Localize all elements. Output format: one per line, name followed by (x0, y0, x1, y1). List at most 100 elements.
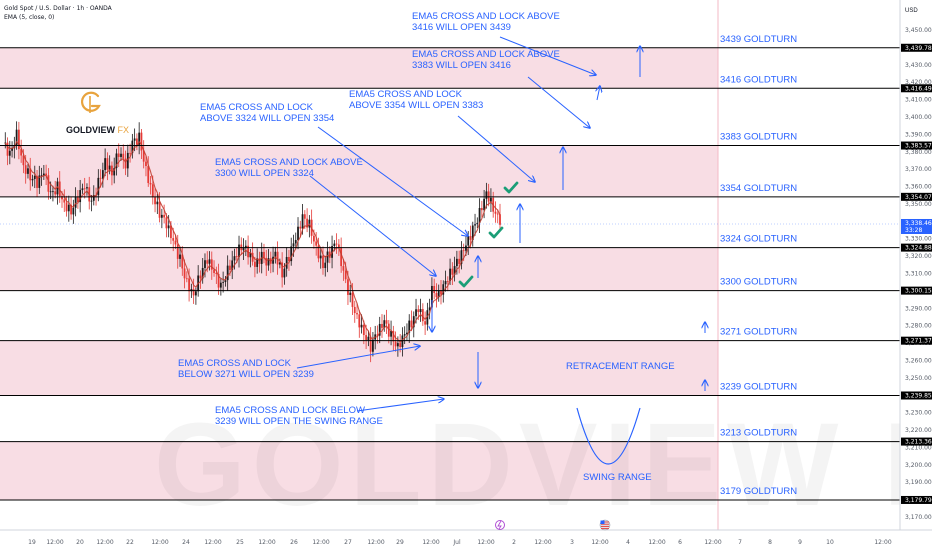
x-tick-label: 12:00 (534, 539, 551, 546)
candle-body (406, 332, 408, 335)
candle-body (471, 225, 474, 240)
candle-body (233, 256, 236, 261)
candle-body (154, 197, 156, 205)
level-price-tag (901, 286, 932, 295)
candle-body (285, 256, 288, 269)
candle-body (199, 275, 202, 279)
candle-body (351, 292, 354, 307)
candle-body (54, 191, 57, 195)
candle-body (390, 330, 392, 337)
candle-body (383, 320, 386, 328)
candle-body (353, 306, 356, 314)
candle-body (335, 243, 338, 245)
candle-body (292, 243, 295, 247)
candle-body (297, 226, 299, 241)
x-tick-label: 27 (344, 539, 352, 546)
candle-body (126, 152, 129, 169)
candle-body (483, 198, 486, 211)
candle-body (165, 217, 168, 229)
zone-band (0, 145, 718, 197)
watermark: GOLDVIEW FX (154, 399, 932, 531)
logo-g-icon (80, 91, 101, 112)
candle-body (426, 310, 429, 325)
candle-body (446, 281, 449, 282)
annotation-line: 3416 WILL OPEN 3439 (412, 22, 511, 33)
candle-body (424, 321, 427, 325)
candle-body (72, 207, 75, 215)
candle-body (24, 165, 27, 174)
candle-body (247, 245, 249, 258)
x-tick-label: 3 (570, 539, 574, 546)
candle-body (288, 256, 290, 262)
x-tick-label: 9 (798, 539, 802, 546)
candle-body (86, 187, 88, 189)
candle-body (462, 250, 465, 252)
level-label: 3213 GOLDTURN (720, 428, 797, 439)
x-tick-label: 2 (512, 539, 516, 546)
candle-body (38, 175, 41, 188)
candle-body (58, 181, 61, 197)
candle-body (451, 268, 454, 275)
candle-body (301, 214, 304, 229)
annotation-arrow (317, 126, 468, 236)
candle-body (431, 285, 433, 308)
candle-body (185, 278, 188, 280)
candle-body (283, 268, 286, 278)
check-icon (488, 226, 504, 239)
y-tick-label: 3,430.000 (905, 62, 932, 69)
candle-body (274, 251, 277, 257)
zone-band (0, 340, 718, 396)
candle-body (219, 282, 222, 288)
y-tick-label: 3,420.000 (905, 79, 932, 86)
logo-text: GOLDVIEW FX (66, 125, 129, 135)
candle-body (108, 165, 111, 170)
candle-body (326, 251, 329, 263)
candle-body (63, 199, 66, 203)
candle-body (303, 214, 306, 219)
x-tick-label: Jul (452, 539, 461, 546)
candle-body (460, 250, 463, 264)
annotation-arrow (296, 346, 420, 369)
annotation-line: BELOW 3271 WILL OPEN 3239 (178, 369, 314, 380)
level-label: 3439 GOLDTURN (720, 34, 797, 45)
x-tick-label: 12:00 (591, 539, 608, 546)
y-tick-label: 3,370.000 (905, 166, 932, 173)
candle-body (249, 252, 252, 258)
candle-body (265, 257, 268, 266)
candle-body (276, 251, 279, 265)
candle-body (333, 243, 336, 247)
candle-body (387, 323, 390, 337)
y-tick-label: 3,320.000 (905, 253, 932, 260)
x-tick-label: 12:00 (258, 539, 275, 546)
candle-body (74, 196, 77, 208)
candle-body (115, 153, 118, 169)
y-tick-label: 3,200.000 (905, 462, 932, 469)
candle-body (65, 202, 68, 212)
candle-body (455, 258, 458, 267)
candle-body (147, 166, 150, 184)
level-price-tag-label: 3,300.153 (905, 288, 932, 295)
y-tick-label: 3,280.000 (905, 323, 932, 330)
candle-body (135, 138, 138, 145)
candle-body (20, 149, 23, 156)
candle-body (313, 235, 315, 242)
candle-body (158, 201, 161, 218)
candle-body (360, 324, 363, 328)
x-tick-label: 25 (236, 539, 244, 546)
candle-body (267, 258, 270, 266)
candle-body (376, 334, 379, 336)
candle-body (170, 225, 172, 239)
candle-body (342, 266, 345, 271)
candle-body (133, 138, 136, 141)
annotation-line: EMA5 CROSS AND LOCK (200, 102, 314, 113)
x-axis: 19 12:00 20 12:00 22 12:00 24 12:00 25 12:00 26 12:… (0, 519, 932, 550)
zone-band (0, 47, 718, 89)
y-tick-label: 3,170.000 (905, 514, 932, 521)
x-tick-label: 12:00 (312, 539, 329, 546)
candle-body (440, 290, 442, 295)
candle-body (412, 316, 415, 328)
candle-body (31, 179, 34, 181)
candle-body (42, 173, 45, 176)
candle-body (192, 289, 195, 296)
candle-body (242, 248, 245, 251)
